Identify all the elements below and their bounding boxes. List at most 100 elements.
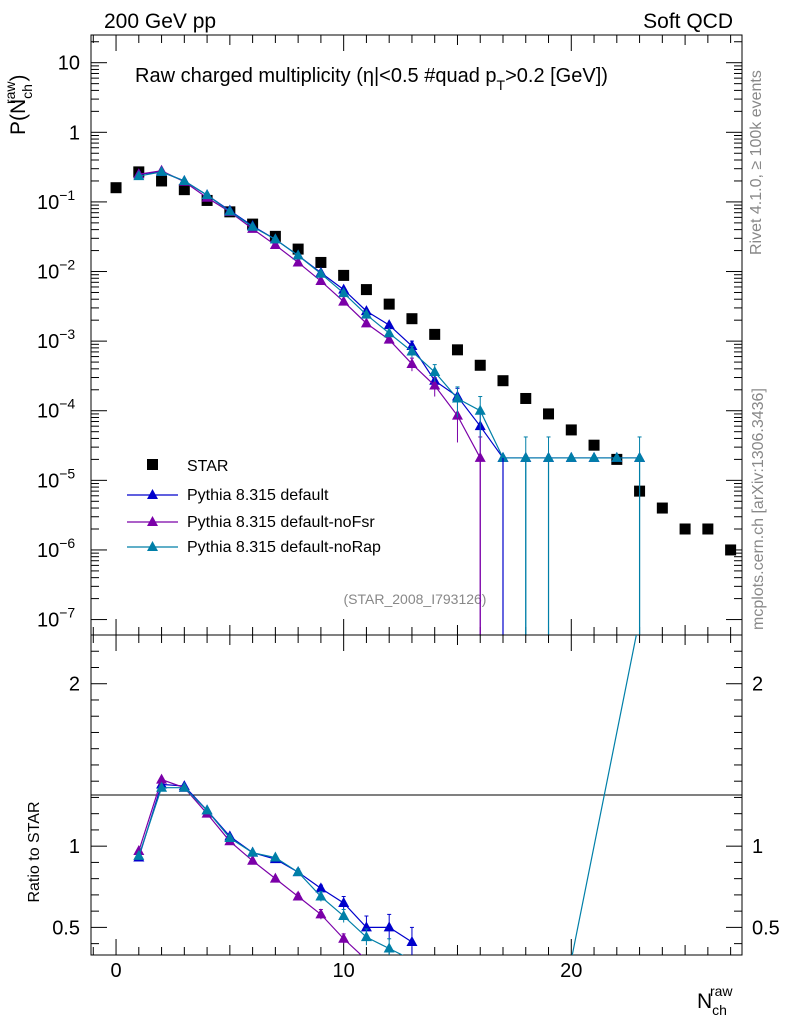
- point-pythia-8-315-default-norap: [429, 366, 441, 377]
- y-tick-label: 10−1: [37, 187, 75, 214]
- legend-label-default: Pythia 8.315 default: [187, 487, 329, 504]
- y-tick-label: 10−2: [37, 257, 75, 284]
- ratio-point-pythia-8-315-default: [406, 936, 418, 947]
- point-star: [338, 269, 350, 281]
- ratio-panel: 0.5 0.5 1 1 2 2 0 10 20 Ratio to STAR Nchraw: [26, 634, 780, 1018]
- point-pythia-8-315-default-nofsr: [406, 357, 418, 368]
- legend-marker-nofsr: [147, 516, 158, 526]
- ratio-y-tick-labels: 0.5 0.5 1 1 2 2: [52, 674, 780, 940]
- point-pythia-8-315-default-norap: [224, 205, 236, 216]
- point-star: [679, 523, 691, 535]
- ratio-y-tick-label-left: 0.5: [52, 917, 80, 939]
- ratio-point-pythia-8-315-default-nofsr: [156, 773, 168, 784]
- ratio-line-pythia-8-315-default: [138, 783, 413, 943]
- line-pythia-8-315-default-nofsr: [138, 170, 481, 459]
- ratio-point-pythia-8-315-default-norap: [338, 910, 350, 921]
- y-tick-label: 10−7: [37, 605, 75, 632]
- point-pythia-8-315-default-nofsr: [429, 379, 441, 390]
- y-tick-label: 10−3: [37, 326, 75, 353]
- point-star: [360, 284, 372, 296]
- y-tick-label: 10−5: [37, 465, 75, 492]
- ratio-point-pythia-8-315-default-norap: [201, 804, 213, 815]
- point-pythia-8-315-default: [406, 340, 418, 351]
- point-star: [565, 424, 577, 436]
- point-star: [178, 184, 190, 196]
- y-tick-label: 10: [58, 53, 80, 75]
- analysis-id: (STAR_2008_I793126): [344, 591, 487, 607]
- ratio-point-pythia-8-315-default: [383, 921, 395, 932]
- legend-entry-norap: Pythia 8.315 default-noRap: [127, 539, 381, 556]
- mcplots-label: mcplots.cern.ch [arXiv:1306.3436]: [750, 388, 767, 630]
- legend-label-norap: Pythia 8.315 default-noRap: [187, 539, 381, 556]
- point-pythia-8-315-default-norap: [520, 451, 532, 462]
- point-star: [725, 544, 737, 556]
- ratio-y-tick-label-left: 2: [69, 674, 80, 696]
- ratio-series-pythia-8-315-default-norap: [133, 635, 637, 955]
- ratio-point-pythia-8-315-default-norap: [156, 781, 168, 792]
- svg-text:P(Nchraw): P(Nchraw): [2, 74, 35, 135]
- point-pythia-8-315-default-norap: [543, 451, 555, 462]
- header-right: Soft QCD: [643, 10, 733, 33]
- point-star: [429, 328, 441, 340]
- point-pythia-8-315-default-nofsr: [292, 256, 304, 267]
- point-pythia-8-315-default-norap: [611, 451, 623, 462]
- x-tick-label: 0: [110, 960, 121, 982]
- main-y-label: P(Nchraw): [2, 74, 35, 135]
- point-pythia-8-315-default-norap: [474, 404, 486, 415]
- point-star: [520, 392, 532, 404]
- point-pythia-8-315-default-norap: [156, 165, 168, 176]
- ratio-y-tick-label-right: 2: [752, 674, 763, 696]
- ratio-point-pythia-8-315-default-norap: [247, 846, 259, 857]
- legend-entry-nofsr: Pythia 8.315 default-noFsr: [127, 514, 375, 531]
- ratio-y-tick-label-left: 1: [69, 836, 80, 858]
- point-pythia-8-315-default-nofsr: [315, 275, 327, 286]
- point-pythia-8-315-default-norap: [565, 451, 577, 462]
- point-pythia-8-315-default-norap: [315, 267, 327, 278]
- legend-label-star: STAR: [187, 458, 228, 475]
- ratio-point-pythia-8-315-default-nofsr: [292, 890, 304, 901]
- ratio-point-pythia-8-315-default-nofsr: [269, 872, 281, 883]
- legend-label-nofsr: Pythia 8.315 default-noFsr: [187, 514, 375, 531]
- ratio-y-tick-label-right: 0.5: [752, 917, 780, 939]
- plot-title: Raw charged multiplicity (η|<0.5 #quad p…: [135, 65, 608, 93]
- x-tick-labels: 0 10 20: [110, 960, 582, 982]
- ratio-point-pythia-8-315-default: [338, 897, 350, 908]
- ratio-line-pythia-8-315-default-norap: [138, 635, 637, 955]
- point-pythia-8-315-default-norap: [201, 189, 213, 200]
- y-tick-label: 10−4: [37, 396, 75, 423]
- point-star: [315, 256, 327, 268]
- line-pythia-8-315-default: [138, 171, 640, 459]
- ratio-point-pythia-8-315-default-norap: [269, 851, 281, 862]
- ratio-point-pythia-8-315-default-nofsr: [315, 908, 327, 919]
- legend: STAR Pythia 8.315 default Pythia 8.315 d…: [127, 458, 381, 556]
- legend-marker-norap: [147, 541, 158, 551]
- ratio-point-pythia-8-315-default-norap: [383, 942, 395, 953]
- point-pythia-8-315-default-norap: [406, 345, 418, 356]
- ratio-point-pythia-8-315-default-norap: [315, 890, 327, 901]
- point-pythia-8-315-default-norap: [588, 451, 600, 462]
- header-left: 200 GeV pp: [104, 10, 216, 33]
- legend-marker-star: [147, 459, 158, 470]
- point-pythia-8-315-default-nofsr: [338, 295, 350, 306]
- point-pythia-8-315-default-nofsr: [360, 317, 372, 328]
- point-pythia-8-315-default: [383, 319, 395, 330]
- ratio-point-pythia-8-315-default-norap: [292, 866, 304, 877]
- point-pythia-8-315-default-norap: [634, 451, 646, 462]
- legend-entry-star: STAR: [147, 458, 228, 475]
- ratio-line-pythia-8-315-default-nofsr: [138, 778, 363, 955]
- point-pythia-8-315-default-nofsr: [383, 333, 395, 344]
- point-pythia-8-315-default-norap: [497, 451, 509, 462]
- line-pythia-8-315-default-norap: [138, 171, 640, 459]
- legend-marker-default: [147, 489, 158, 499]
- point-star: [292, 243, 304, 255]
- ratio-point-pythia-8-315-default: [360, 921, 372, 932]
- point-pythia-8-315-default-norap: [247, 220, 259, 231]
- point-star: [702, 523, 714, 535]
- ratio-y-label: Ratio to STAR: [26, 801, 43, 902]
- point-star: [656, 502, 668, 514]
- main-panel: 10 1 10−1 10−2 10−3 10−4 10−5 10−6 10−7 Raw char…: [2, 34, 743, 636]
- series-pythia-8-315-default: [133, 165, 646, 462]
- ratio-point-pythia-8-315-default-norap: [224, 832, 236, 843]
- point-pythia-8-315-default-norap: [292, 249, 304, 260]
